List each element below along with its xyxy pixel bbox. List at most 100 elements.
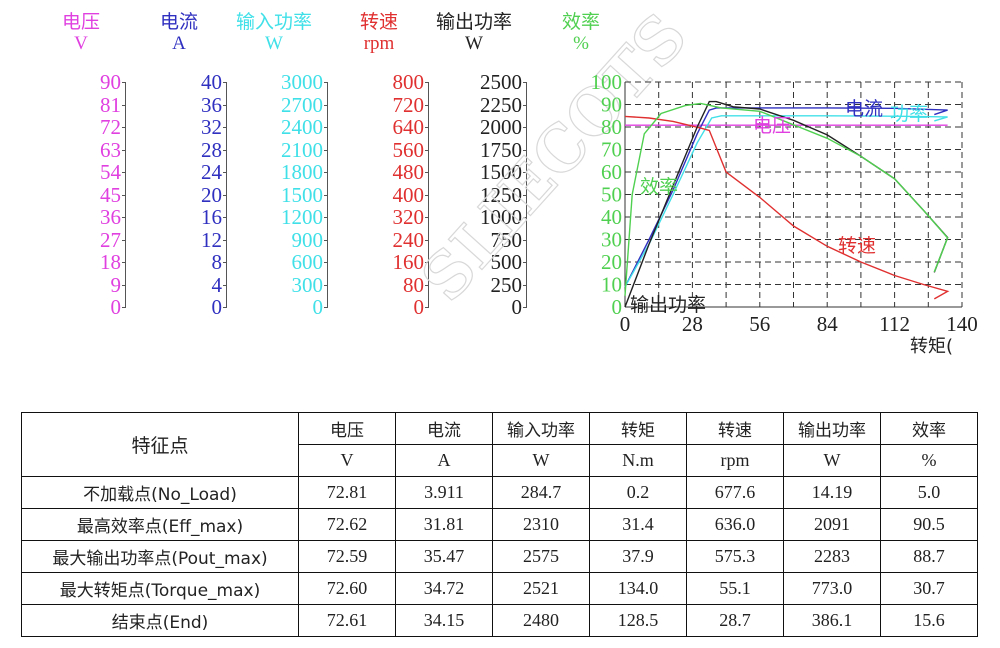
curve-efficiency: [624, 102, 949, 296]
table-cell: 14.19: [783, 476, 881, 509]
curve-label-voltage: 电压: [753, 115, 791, 137]
y-tick: [324, 307, 328, 308]
y-tick: [324, 82, 328, 83]
y-tick: [122, 172, 126, 173]
y-tick-label-efficiency: 70: [601, 138, 622, 162]
y-tick-label-voltage: 54: [100, 160, 121, 184]
y-tick-label-output_power: 1000: [480, 205, 522, 229]
y-tick: [425, 262, 429, 263]
table-cell: 677.6: [686, 476, 784, 509]
table-cell: 134.0: [589, 572, 687, 605]
curve-speed: [624, 115, 950, 300]
x-tick-label: 56: [749, 312, 770, 336]
y-tick-label-efficiency: 100: [591, 70, 623, 94]
table-cell: 72.62: [298, 508, 396, 541]
table-cell: 2283: [783, 540, 881, 573]
table-cell: 2310: [492, 508, 590, 541]
y-tick: [324, 194, 328, 196]
y-tick-label-input_power: 1500: [281, 182, 323, 207]
y-tick-label-current: 20: [201, 182, 222, 207]
y-tick-label-current: 28: [201, 137, 222, 162]
axis-header-unit: W: [465, 33, 483, 54]
y-tick: [425, 239, 429, 241]
table-cell: 72.81: [298, 476, 396, 509]
y-tick: [523, 239, 527, 241]
axis-header-current: 电流 A: [160, 10, 198, 54]
table-cell: 72.59: [298, 540, 396, 573]
y-tick: [122, 217, 126, 218]
axis-header-voltage: 电压 V: [62, 10, 100, 54]
y-tick: [122, 149, 126, 151]
y-tick: [523, 284, 527, 286]
y-tick: [324, 104, 328, 106]
axis-header-unit: A: [172, 33, 186, 54]
y-tick: [223, 149, 227, 151]
axis-header-speed: 转速 rpm: [360, 10, 398, 54]
y-tick-label-input_power: 2400: [281, 115, 323, 139]
table-row-label: 最高效率点(Eff_max): [21, 508, 299, 541]
table-cell: 0.2: [589, 476, 687, 509]
y-tick-label-output_power: 1250: [480, 182, 522, 207]
axis-header-label: 输出功率: [436, 11, 513, 33]
axis-header-unit: rpm: [363, 33, 395, 54]
table-header-cell: 效率: [880, 412, 978, 445]
table-cell: 15.6: [880, 604, 978, 637]
curve-input-power: [624, 115, 948, 288]
y-tick-label-speed: 720: [392, 92, 425, 117]
y-tick-label-current: 12: [201, 227, 222, 252]
y-tick: [122, 284, 126, 286]
table-cell: 37.9: [589, 540, 687, 573]
curve-label-speed: 转速: [838, 235, 876, 257]
y-tick: [523, 149, 527, 151]
table-row: 最高效率点(Eff_max) 72.62 31.81 2310 31.4 636.0 209…: [21, 508, 978, 541]
y-tick-label-speed: 160: [392, 250, 425, 274]
y-tick-label-voltage: 27: [100, 227, 121, 252]
axis-header-unit: %: [573, 33, 589, 54]
curve-label-output-power: 输出功率: [630, 294, 706, 316]
y-tick-label-efficiency: 20: [601, 250, 622, 274]
y-tick-label-output_power: 750: [490, 227, 523, 252]
y-tick-label-output_power: 2000: [480, 115, 522, 139]
y-tick-label-voltage: 18: [100, 250, 121, 274]
y-tick: [223, 172, 227, 173]
y-tick: [223, 194, 227, 196]
y-tick: [223, 262, 227, 263]
table-row-label: 最大输出功率点(Pout_max): [21, 540, 299, 573]
table-header-cell: 电流: [395, 412, 493, 445]
y-tick-label-speed: 320: [392, 205, 425, 229]
y-tick: [523, 307, 527, 308]
axis-header-label: 转速: [360, 11, 399, 33]
table-header-feature-point: 特征点: [21, 412, 299, 477]
table-cell: 88.7: [880, 540, 978, 573]
y-tick-label-input_power: 2100: [281, 137, 323, 162]
y-tick-label-voltage: 72: [100, 115, 121, 139]
table-cell: 575.3: [686, 540, 784, 573]
table-cell: 35.47: [395, 540, 493, 573]
y-tick: [122, 82, 126, 83]
y-tick: [425, 172, 429, 173]
table-cell: 2575: [492, 540, 590, 573]
watermark: SLIECOTS: [406, 0, 702, 316]
y-tick-label-efficiency: 60: [601, 160, 622, 184]
axis-header-label: 输入功率: [236, 11, 313, 33]
curve-label-input-power: 功率: [890, 103, 928, 125]
table-cell: 386.1: [783, 604, 881, 637]
y-tick: [223, 217, 227, 218]
y-tick: [324, 217, 328, 218]
axis-header-label: 效率: [562, 11, 601, 33]
y-tick: [425, 127, 429, 128]
table-row-label: 最大转矩点(Torque_max): [21, 572, 299, 605]
y-tick: [523, 127, 527, 128]
y-tick: [425, 284, 429, 286]
y-tick-label-current: 40: [201, 70, 222, 94]
y-tick-label-efficiency: 90: [601, 93, 622, 117]
y-tick-label-input_power: 3000: [281, 70, 323, 94]
table-cell: 5.0: [880, 476, 978, 509]
y-tick: [223, 239, 227, 241]
table-cell: 28.7: [686, 604, 784, 637]
y-tick-label-input_power: 0: [312, 295, 324, 319]
y-tick-label-speed: 640: [392, 115, 425, 139]
y-tick: [122, 262, 126, 263]
y-tick-label-efficiency: 50: [601, 183, 622, 207]
